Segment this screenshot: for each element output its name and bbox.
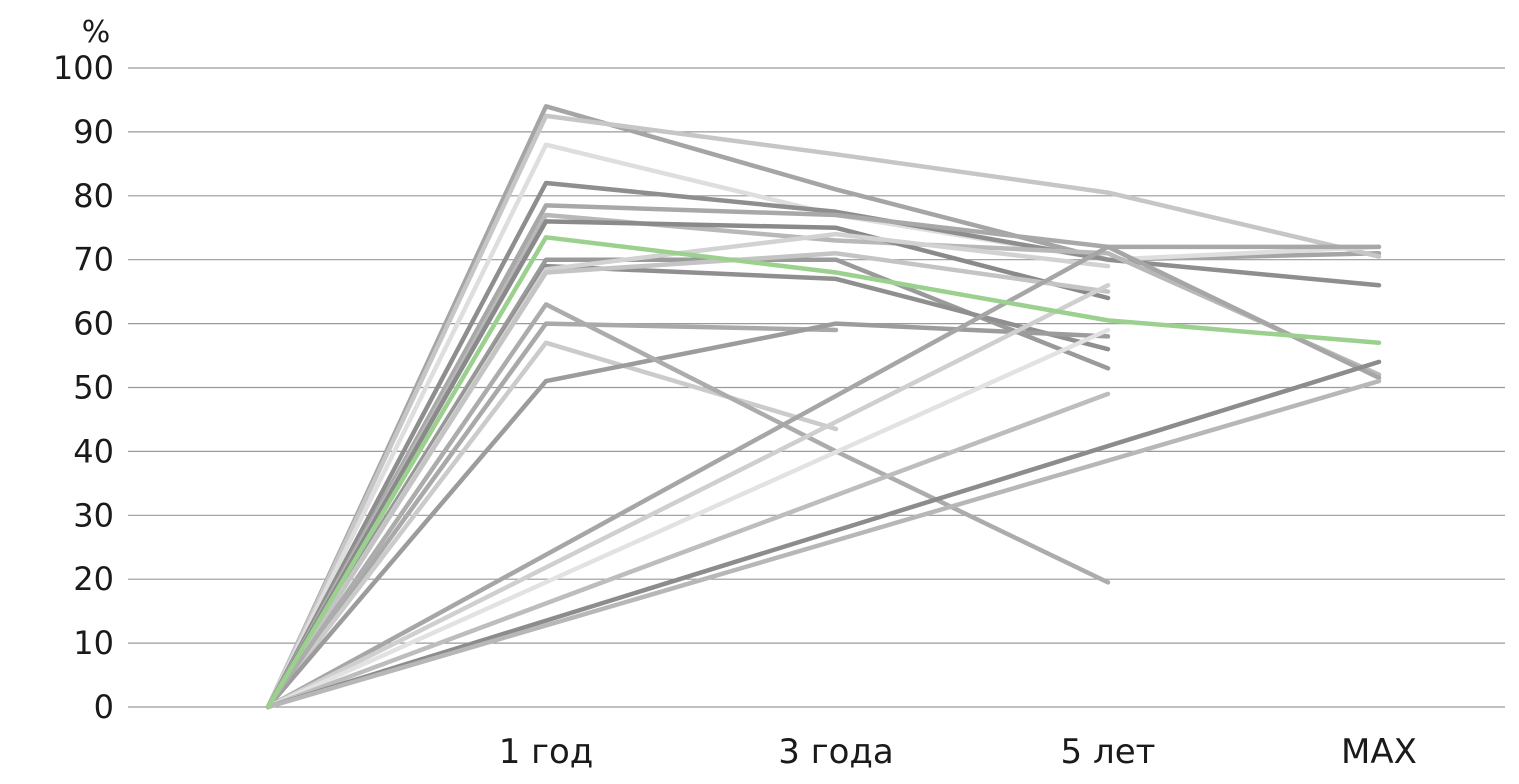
y-tick-label: 90 [73, 113, 114, 151]
y-tick-label: 40 [73, 432, 114, 470]
series-line-2 [265, 113, 1382, 710]
y-axis-unit-label: % [82, 15, 111, 50]
y-axis-ticks: 0 10 20 30 40 50 60 70 80 90 100 [53, 49, 114, 726]
series-line-14 [265, 321, 1111, 710]
series-line-15 [265, 302, 1111, 710]
y-tick-label: 20 [73, 560, 114, 598]
series-line-20 [265, 359, 1382, 710]
series-line-7 [265, 219, 1111, 710]
x-axis-ticks: 1 год 3 года 5 лет MAX [499, 732, 1417, 772]
series-line-18 [265, 327, 1111, 710]
y-tick-label: 70 [73, 241, 114, 279]
series-line-12 [265, 321, 839, 710]
series-line-5 [265, 203, 1382, 710]
y-tick-label: 60 [73, 305, 114, 343]
y-tick-label: 100 [53, 49, 114, 87]
y-tick-label: 80 [73, 177, 114, 215]
series-lines [265, 104, 1382, 710]
y-tick-label: 10 [73, 624, 114, 662]
x-tick-label: 5 лет [1061, 732, 1156, 772]
series-line-11 [265, 251, 1111, 710]
y-tick-label: 50 [73, 369, 114, 407]
x-tick-label: 3 года [778, 732, 893, 772]
series-line-highlight [265, 235, 1382, 710]
x-tick-label: MAX [1341, 732, 1417, 772]
series-line-4 [265, 180, 1382, 710]
y-tick-label: 30 [73, 496, 114, 534]
x-tick-label: 1 год [499, 732, 594, 772]
series-line-19 [265, 391, 1111, 710]
series-line-17 [265, 283, 1111, 710]
y-tick-label: 0 [94, 688, 114, 726]
series-line-21 [265, 378, 1382, 710]
